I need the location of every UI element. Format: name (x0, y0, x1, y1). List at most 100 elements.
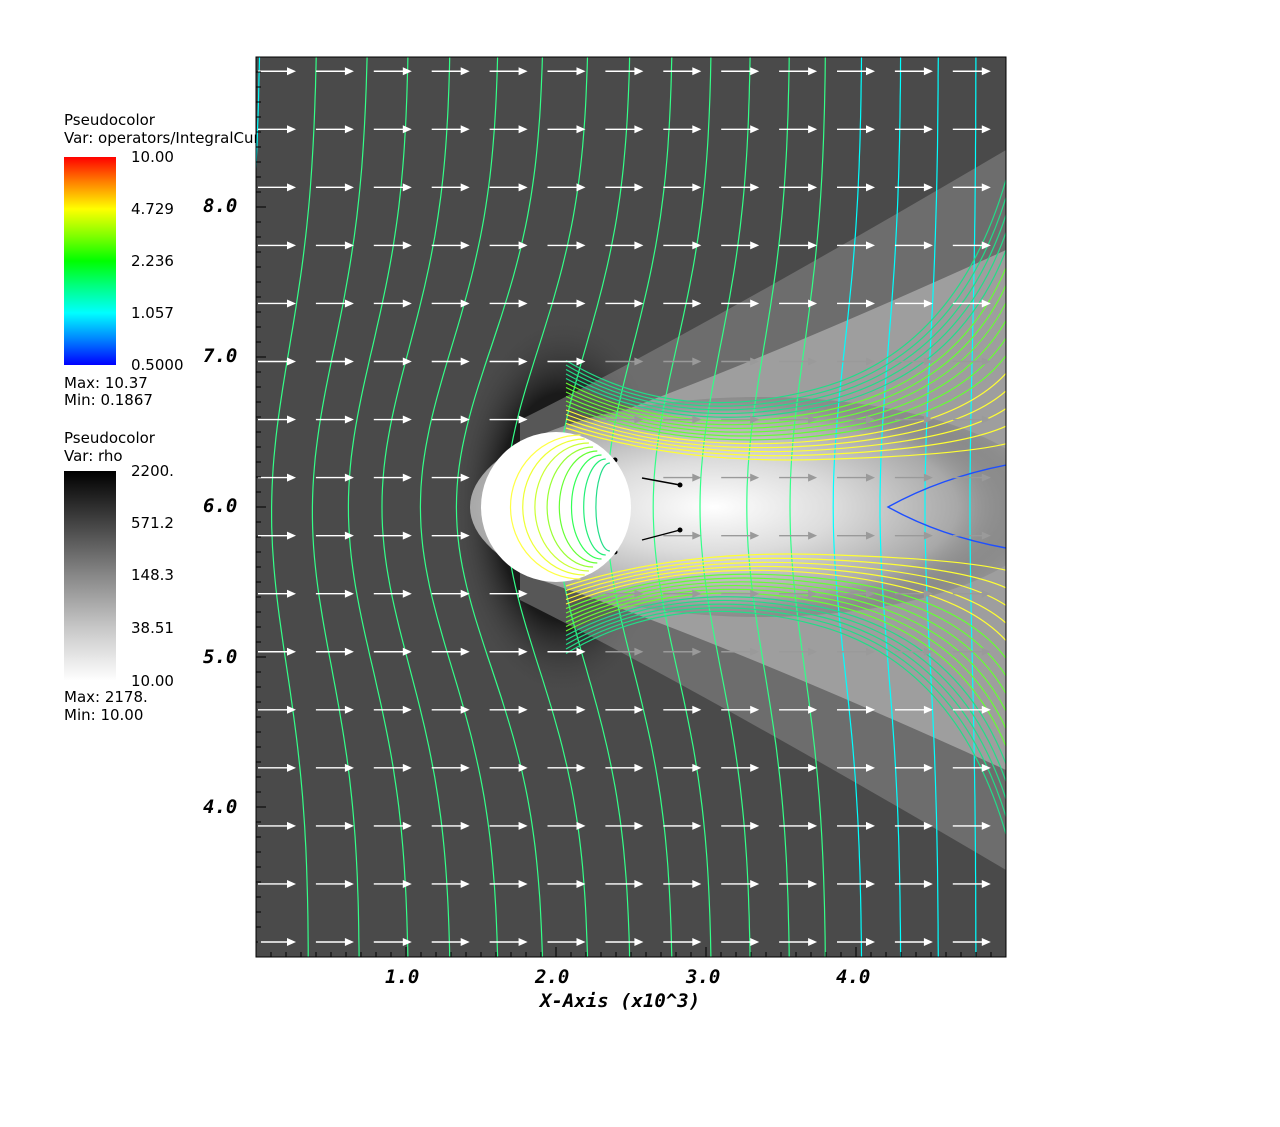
velocity-arrowhead (287, 357, 296, 366)
streamline (699, 57, 751, 957)
velocity-arrowhead (576, 241, 586, 250)
velocity-arrowhead (460, 589, 470, 598)
legend1-tick-label: 0.5000 (131, 356, 184, 374)
velocity-arrowhead (750, 357, 760, 366)
velocity-arrowhead (344, 415, 354, 424)
obstacle (481, 432, 631, 582)
velocity-arrowhead (576, 763, 586, 772)
velocity-arrowhead (634, 415, 644, 424)
velocity-arrowhead (692, 647, 702, 656)
velocity-arrowhead (576, 821, 586, 830)
velocity-arrowhead (866, 415, 875, 424)
velocity-arrowhead (576, 125, 586, 134)
velocity-arrowhead (460, 531, 470, 540)
velocity-arrowhead (344, 938, 354, 946)
velocity-arrowhead (518, 763, 528, 772)
velocity-arrowhead (460, 299, 470, 308)
streamline (419, 57, 499, 957)
velocity-arrowhead (402, 473, 412, 482)
wake-field-line (565, 197, 1006, 407)
velocity-arrowhead (808, 821, 818, 830)
velocity-arrowhead (692, 763, 702, 772)
velocity-arrowhead (518, 821, 528, 830)
legend1-colorbar (64, 157, 116, 365)
velocity-arrowhead (923, 415, 933, 424)
wake-field-line (565, 232, 1006, 415)
velocity-arrowhead (923, 705, 933, 714)
velocity-arrowhead (402, 357, 412, 366)
velocity-arrowhead (402, 938, 412, 946)
velocity-arrowhead (402, 241, 412, 250)
near-field-arrowhead (677, 482, 683, 488)
legend1-title: Pseudocolor (64, 111, 155, 129)
y-tick-label: 8.0 (203, 195, 238, 217)
velocity-arrowhead (923, 879, 933, 888)
velocity-arrowhead (750, 67, 760, 76)
legend1-min: Min: 0.1867 (64, 391, 153, 409)
streamline-layer (256, 57, 1006, 957)
velocity-arrowhead (287, 647, 296, 656)
streamline (311, 57, 368, 957)
velocity-arrowhead (460, 938, 470, 946)
wake-field-line (565, 267, 1006, 422)
velocity-arrowhead (866, 589, 875, 598)
wake-field-line (565, 337, 1006, 437)
velocity-arrowhead (981, 938, 991, 946)
velocity-arrowhead (692, 415, 702, 424)
near-field-vector (641, 477, 681, 486)
velocity-arrowhead (576, 879, 586, 888)
streamline (746, 57, 790, 957)
velocity-arrowhead (518, 125, 528, 134)
legend2-tick-label: 148.3 (131, 566, 174, 584)
velocity-arrowhead (808, 125, 818, 134)
velocity-arrowhead (981, 879, 991, 888)
legend2-tick-label: 10.00 (131, 672, 174, 690)
velocity-arrowhead (344, 183, 354, 192)
inner-field-line (509, 434, 581, 580)
velocity-arrowhead (460, 415, 470, 424)
velocity-arrowhead (634, 241, 644, 250)
velocity-arrowhead (692, 67, 702, 76)
velocity-arrowhead (866, 705, 875, 714)
x-tick-label: 1.0 (385, 966, 420, 988)
velocity-arrowhead (981, 67, 991, 76)
wake-field-line (565, 249, 1006, 418)
velocity-arrowhead (402, 183, 412, 192)
wake-field-line (565, 214, 1006, 411)
velocity-arrowhead (402, 763, 412, 772)
x-tick-label: 2.0 (535, 966, 570, 988)
wake-field-line (565, 573, 1006, 659)
y-tick-label: 5.0 (203, 646, 238, 668)
y-tick-label: 4.0 (203, 796, 238, 818)
x-tick-label: 3.0 (686, 966, 721, 988)
velocity-arrowhead (981, 473, 991, 482)
velocity-arrowhead (808, 241, 818, 250)
velocity-arrowhead (750, 821, 760, 830)
wake-field-line (565, 592, 1006, 747)
velocity-arrowhead (576, 647, 586, 656)
velocity-arrowhead (808, 415, 818, 424)
velocity-arrowhead (866, 241, 875, 250)
vector-layer (258, 67, 991, 946)
velocity-arrowhead (692, 705, 702, 714)
velocity-arrowhead (808, 763, 818, 772)
velocity-arrowhead (576, 183, 586, 192)
velocity-arrowhead (808, 357, 818, 366)
velocity-arrowhead (981, 647, 991, 656)
velocity-arrowhead (750, 531, 760, 540)
wake-field-line (565, 422, 1006, 457)
wake-field-line (565, 584, 1006, 712)
streamline (924, 57, 939, 957)
velocity-arrowhead (866, 473, 875, 482)
velocity-arrowhead (518, 415, 528, 424)
velocity-arrowhead (344, 821, 354, 830)
velocity-arrowhead (460, 763, 470, 772)
velocity-arrowhead (750, 647, 760, 656)
velocity-arrowhead (808, 67, 818, 76)
velocity-arrowhead (923, 763, 933, 772)
velocity-arrowhead (344, 125, 354, 134)
velocity-arrowhead (808, 879, 818, 888)
velocity-arrowhead (402, 705, 412, 714)
velocity-arrowhead (344, 67, 354, 76)
velocity-arrowhead (402, 647, 412, 656)
